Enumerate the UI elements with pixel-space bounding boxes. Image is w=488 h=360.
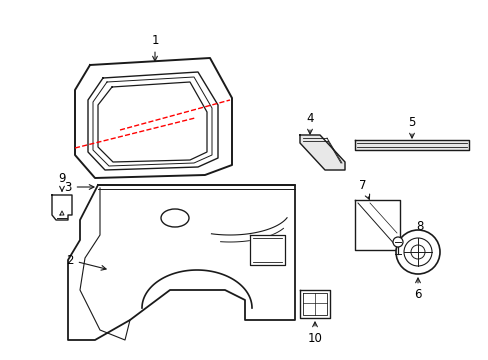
Text: 8: 8	[405, 220, 423, 238]
Polygon shape	[303, 293, 326, 315]
Polygon shape	[249, 235, 285, 265]
Text: 3: 3	[64, 180, 94, 194]
Circle shape	[392, 237, 402, 247]
Text: 7: 7	[359, 179, 369, 199]
Polygon shape	[354, 140, 468, 150]
Text: 6: 6	[413, 278, 421, 302]
Polygon shape	[88, 72, 218, 170]
Polygon shape	[299, 290, 329, 318]
Text: 10: 10	[307, 322, 322, 345]
Text: 1: 1	[151, 33, 159, 61]
Polygon shape	[93, 77, 212, 166]
Text: 5: 5	[407, 116, 415, 138]
Polygon shape	[299, 135, 345, 170]
Polygon shape	[75, 58, 231, 178]
Polygon shape	[98, 82, 206, 162]
Text: 2: 2	[66, 253, 106, 270]
Polygon shape	[52, 195, 72, 220]
Circle shape	[395, 230, 439, 274]
Polygon shape	[68, 185, 294, 340]
Polygon shape	[354, 200, 399, 250]
Text: 4: 4	[305, 112, 313, 134]
Text: 9: 9	[58, 171, 65, 191]
